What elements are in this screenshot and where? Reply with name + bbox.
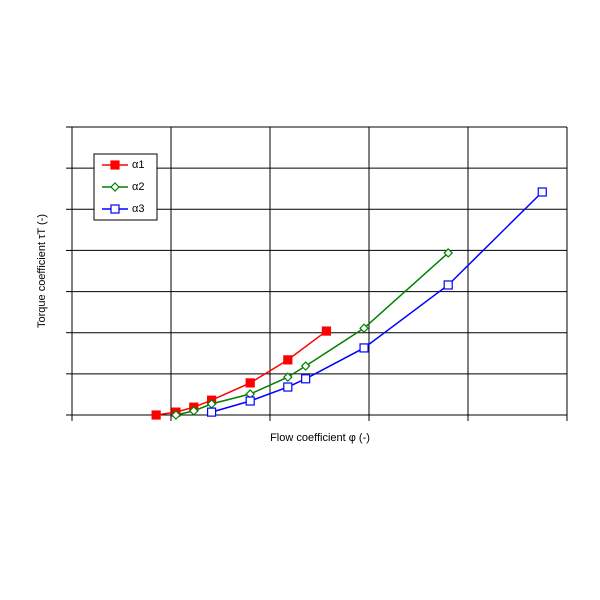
- marker: [245, 396, 255, 406]
- x-axis-label: Flow coefficient φ (-): [270, 432, 370, 444]
- marker: [537, 187, 547, 197]
- marker: [110, 204, 120, 214]
- legend-label: α2: [132, 181, 144, 193]
- legend-label: α1: [132, 159, 144, 171]
- marker: [443, 280, 453, 290]
- marker: [321, 326, 332, 336]
- marker: [359, 343, 369, 353]
- marker: [443, 248, 454, 258]
- series-line: [211, 191, 543, 413]
- marker: [282, 372, 293, 382]
- marker: [359, 323, 369, 334]
- marker: [300, 361, 311, 371]
- series-line: [175, 252, 449, 416]
- marker: [110, 182, 120, 192]
- marker: [301, 374, 311, 384]
- marker: [110, 160, 120, 170]
- marker: [188, 406, 199, 416]
- marker: [171, 410, 181, 420]
- marker: [151, 410, 161, 420]
- marker: [245, 378, 255, 388]
- marker: [206, 407, 217, 417]
- legend-label: α3: [132, 203, 144, 215]
- y-axis-label: Torque coefficient τT (-): [36, 214, 48, 328]
- marker: [283, 382, 293, 392]
- series-line: [156, 330, 327, 416]
- marker: [283, 355, 293, 365]
